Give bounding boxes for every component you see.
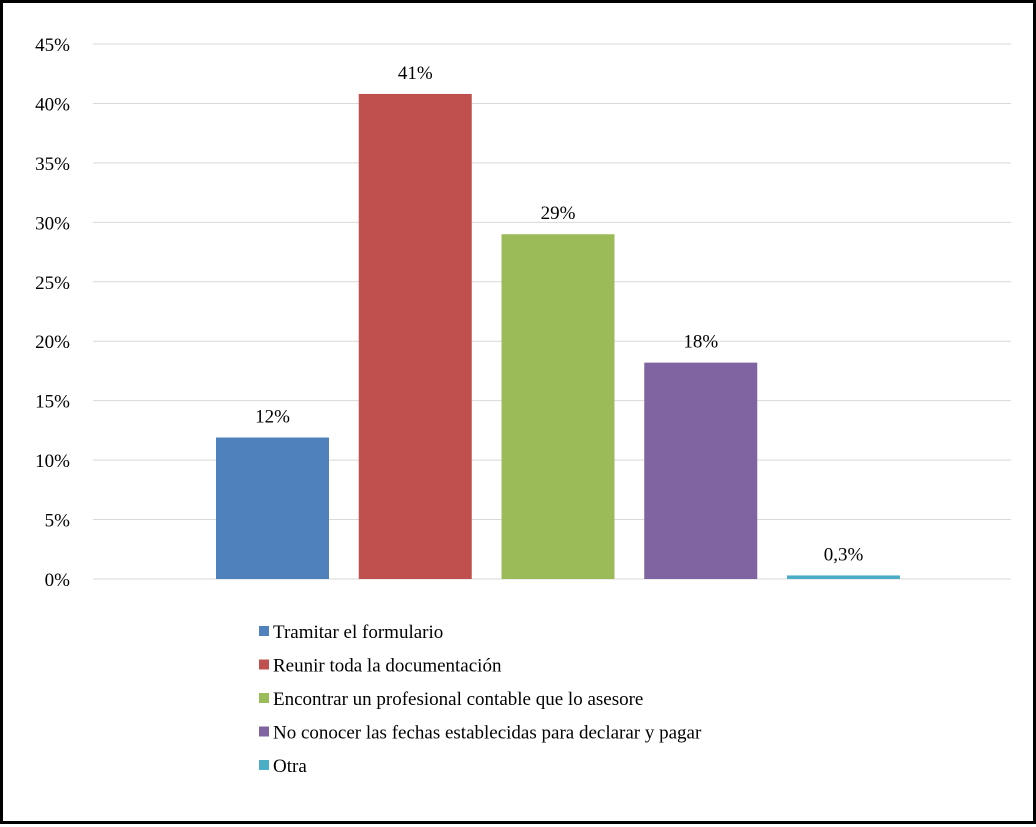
- bar-chart: 0% 5% 10% 15% 20% 25% 30% 35% 40% 45% 12% 41% 29% 18…: [35, 35, 1011, 777]
- bar: [644, 362, 758, 579]
- data-label: 29%: [541, 203, 576, 224]
- data-label: 18%: [683, 332, 718, 353]
- legend-label: Tramitar el formulario: [273, 622, 443, 643]
- y-tick-label: 35%: [35, 154, 70, 175]
- y-tick-label: 20%: [35, 332, 70, 353]
- legend-swatch: [259, 659, 269, 670]
- y-tick-label: 40%: [35, 94, 70, 115]
- legend-label: Encontrar un profesional contable que lo…: [273, 689, 643, 710]
- legend-swatch: [259, 726, 269, 737]
- legend: Tramitar el formulario Reunir toda la doc…: [259, 622, 702, 777]
- legend-label: No conocer las fechas establecidas para …: [273, 723, 702, 744]
- legend-swatch: [259, 760, 269, 770]
- data-label: 41%: [398, 63, 433, 84]
- bar: [216, 437, 329, 579]
- y-tick-label: 25%: [35, 273, 70, 294]
- legend-label: Otra: [273, 756, 307, 777]
- y-axis-ticks: 0% 5% 10% 15% 20% 25% 30% 35% 40% 45%: [35, 35, 70, 591]
- legend-swatch: [259, 626, 269, 636]
- bar: [501, 234, 615, 579]
- bar: [787, 575, 900, 579]
- bar: [358, 93, 472, 579]
- y-tick-label: 45%: [35, 35, 70, 56]
- y-tick-label: 0%: [45, 570, 71, 591]
- legend-label: Reunir toda la documentación: [273, 656, 502, 677]
- y-tick-label: 5%: [45, 511, 71, 532]
- y-tick-label: 30%: [35, 213, 70, 234]
- y-tick-label: 10%: [35, 451, 70, 472]
- data-label: 0,3%: [824, 544, 864, 565]
- legend-swatch: [259, 693, 269, 703]
- data-label: 12%: [255, 407, 290, 428]
- data-labels: 12% 41% 29% 18% 0,3%: [255, 63, 863, 566]
- bars: [216, 93, 900, 579]
- y-tick-label: 15%: [35, 392, 70, 413]
